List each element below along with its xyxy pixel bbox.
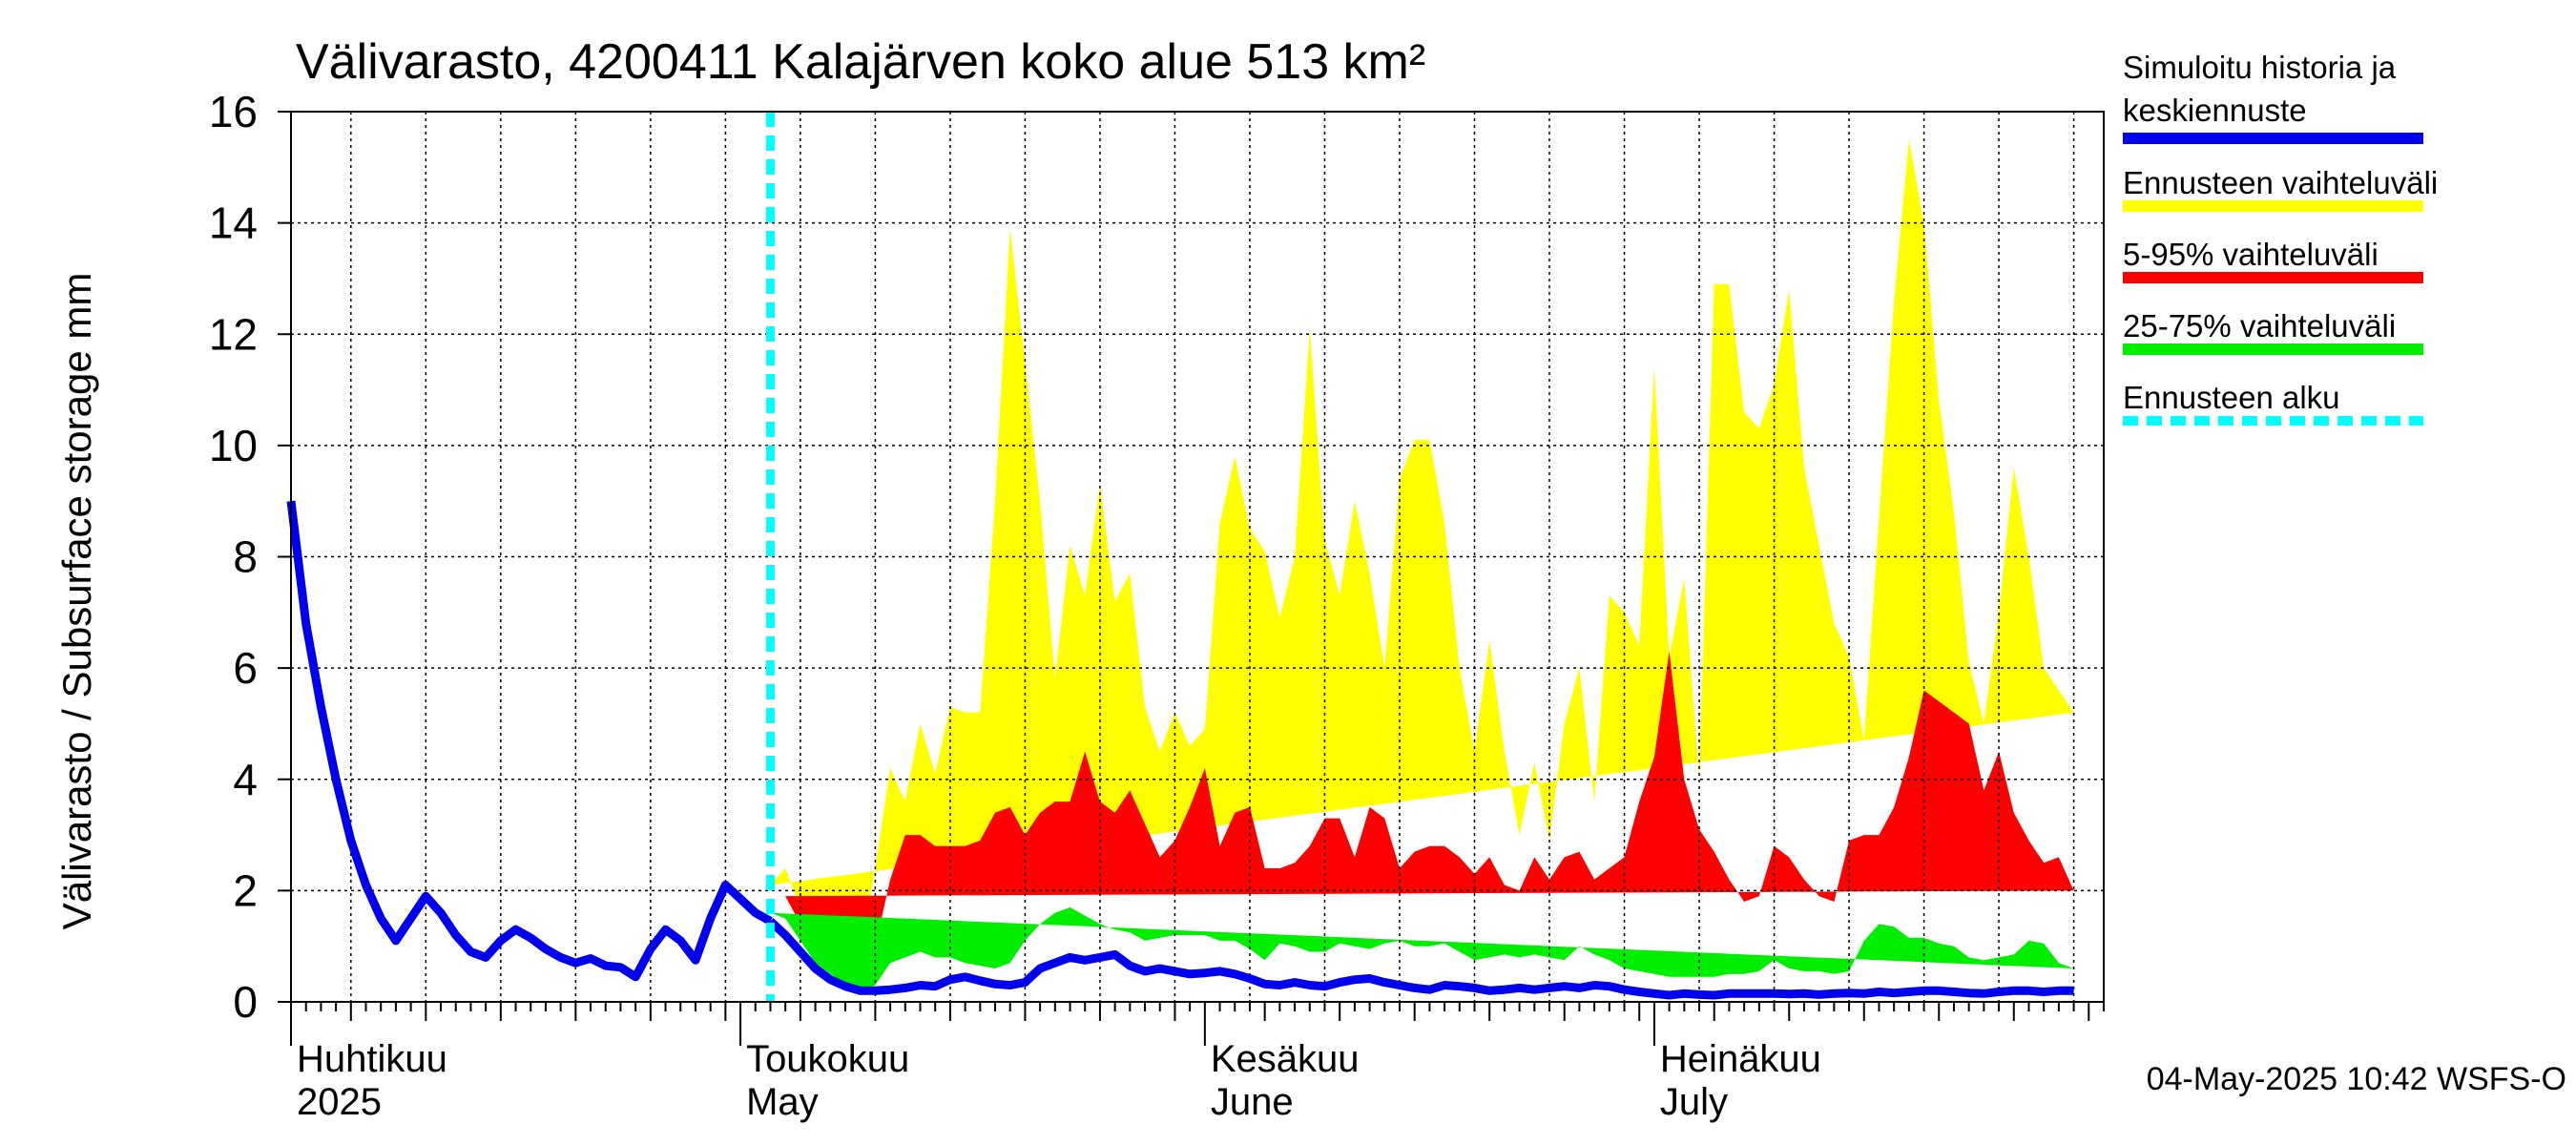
y-tick-label: 12 xyxy=(209,309,258,359)
chart-title: Välivarasto, 4200411 Kalajärven koko alu… xyxy=(296,34,1425,90)
y-axis-label: Välivarasto / Subsurface storage mm xyxy=(54,273,99,930)
y-tick-label: 8 xyxy=(233,532,258,582)
footer-timestamp: 04-May-2025 10:42 WSFS-O xyxy=(2147,1061,2566,1097)
forecast-bands xyxy=(770,139,2074,994)
y-tick-label: 2 xyxy=(233,865,258,915)
legend-label-line2: keskiennuste xyxy=(2123,93,2307,128)
y-tick-label: 6 xyxy=(233,643,258,693)
legend-label: 25-75% vaihteluväli xyxy=(2123,308,2396,344)
month-label-fi: Kesäkuu xyxy=(1211,1038,1360,1080)
month-label-fi: Huhtikuu xyxy=(297,1038,447,1080)
month-label-en: 2025 xyxy=(297,1081,382,1123)
month-label-fi: Toukokuu xyxy=(746,1038,909,1080)
y-tick-label: 10 xyxy=(209,421,258,470)
legend-label: Ennusteen vaihteluväli xyxy=(2123,165,2438,200)
legend-label: 5-95% vaihteluväli xyxy=(2123,237,2379,272)
legend-label: Ennusteen alku xyxy=(2123,380,2340,415)
y-tick-label: 0 xyxy=(233,977,258,1027)
series-lines xyxy=(286,112,2074,1002)
y-tick-label: 4 xyxy=(233,755,258,804)
month-label-en: June xyxy=(1211,1081,1294,1123)
y-tick-label: 14 xyxy=(209,198,258,248)
legend: Simuloitu historia ja keskiennuste Ennuste… xyxy=(2123,50,2438,426)
month-label-fi: Heinäkuu xyxy=(1660,1038,1821,1080)
history-line xyxy=(286,500,773,982)
y-tick-label: 16 xyxy=(209,87,258,136)
legend-label: Simuloitu historia ja xyxy=(2123,50,2397,85)
mean-forecast-line xyxy=(767,918,2074,1000)
band-25-75 xyxy=(770,906,2074,994)
month-label-en: May xyxy=(746,1081,819,1123)
band-full-range xyxy=(770,139,2074,958)
grid-lines xyxy=(291,111,2104,1003)
month-label-en: July xyxy=(1660,1081,1728,1123)
band-5-95 xyxy=(770,651,2074,974)
